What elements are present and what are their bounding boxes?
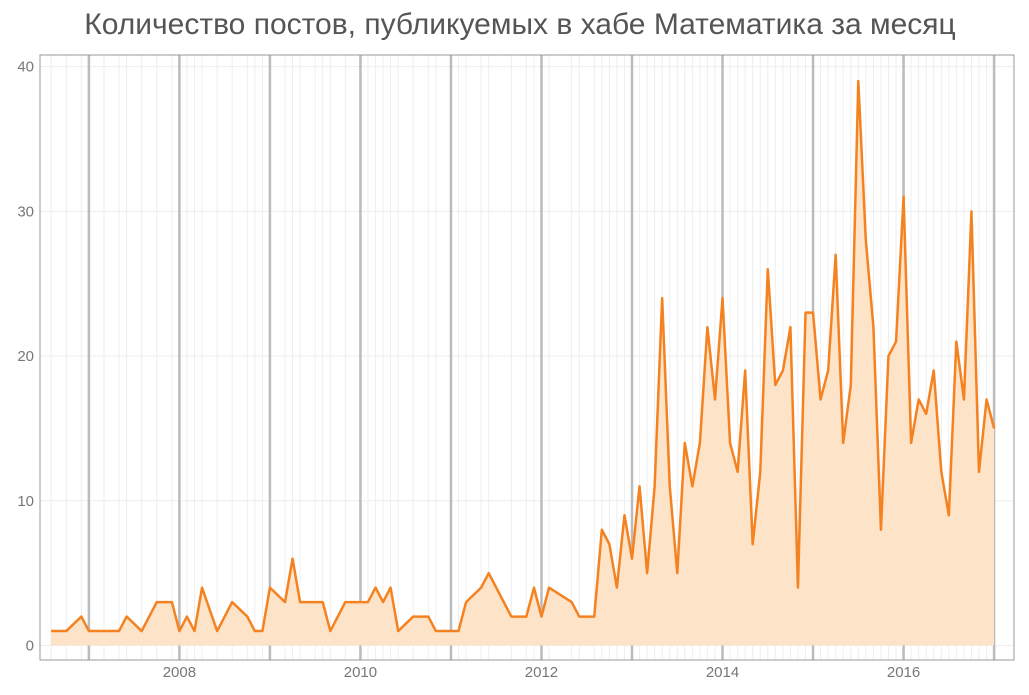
x-tick-label: 2008 <box>163 664 196 681</box>
line <box>51 79 996 633</box>
y-tick-label: 0 <box>26 638 34 655</box>
y-tick-label: 40 <box>17 59 34 76</box>
x-tick-label: 2016 <box>887 664 920 681</box>
chart-title: Количество постов, публикуемых в хабе Ма… <box>84 8 955 41</box>
plot-frame <box>39 54 1015 661</box>
y-tick-label: 10 <box>17 493 34 510</box>
y-tick-label: 20 <box>17 348 34 365</box>
area <box>51 81 995 646</box>
x-tick-label: 2014 <box>706 664 739 681</box>
x-tick-label: 2012 <box>525 664 558 681</box>
x-tick-label: 2010 <box>344 664 377 681</box>
y-tick-label: 30 <box>17 203 34 220</box>
